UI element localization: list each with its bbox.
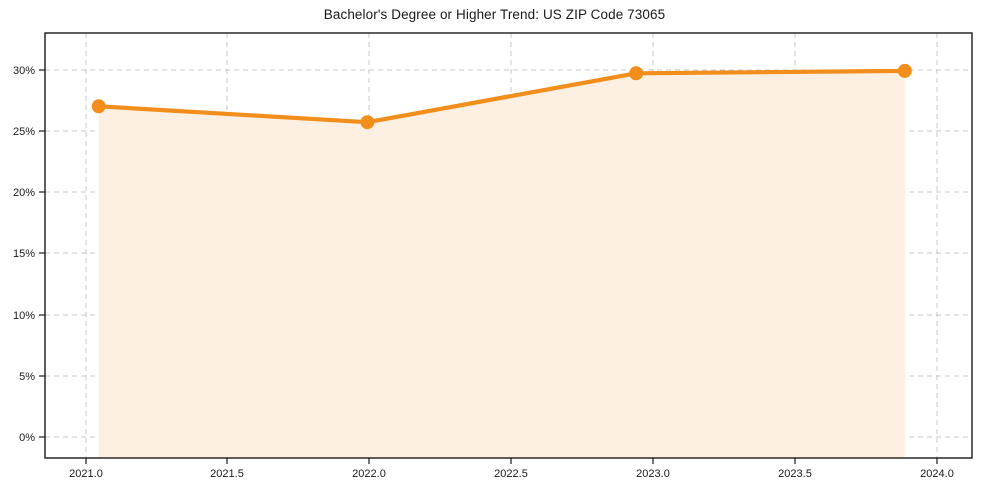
chart-title: Bachelor's Degree or Higher Trend: US ZI… xyxy=(323,7,666,22)
plot-border xyxy=(44,32,973,459)
x-tick-label: 2024.0 xyxy=(920,468,954,480)
x-axis-ticks xyxy=(85,458,938,464)
x-tick-label: 2022.5 xyxy=(494,468,528,480)
x-axis-labels: 2021.0 2021.5 2022.0 2022.5 2023.0 2023.… xyxy=(69,468,954,480)
data-point-marker xyxy=(629,66,644,81)
x-tick-label: 2023.5 xyxy=(778,468,812,480)
y-tick-label: 30% xyxy=(13,65,35,77)
data-point-marker xyxy=(897,63,912,78)
y-tick-label: 0% xyxy=(19,432,35,444)
data-point-marker xyxy=(360,115,375,130)
y-tick-label: 15% xyxy=(13,248,35,260)
y-tick-label: 10% xyxy=(13,310,35,322)
x-tick-label: 2022.0 xyxy=(352,468,386,480)
x-tick-label: 2021.5 xyxy=(210,468,244,480)
y-tick-label: 20% xyxy=(13,187,35,199)
y-tick-label: 5% xyxy=(19,371,35,383)
y-axis-labels: 0% 5% 10% 15% 20% 25% 30% xyxy=(13,65,35,444)
data-point-marker xyxy=(91,99,106,114)
x-tick-label: 2021.0 xyxy=(69,468,103,480)
x-tick-label: 2023.0 xyxy=(636,468,670,480)
series-area-fill xyxy=(98,70,905,459)
y-tick-label: 25% xyxy=(13,126,35,138)
series-line xyxy=(96,68,907,125)
y-axis-ticks xyxy=(39,69,45,438)
series-markers xyxy=(91,63,912,130)
